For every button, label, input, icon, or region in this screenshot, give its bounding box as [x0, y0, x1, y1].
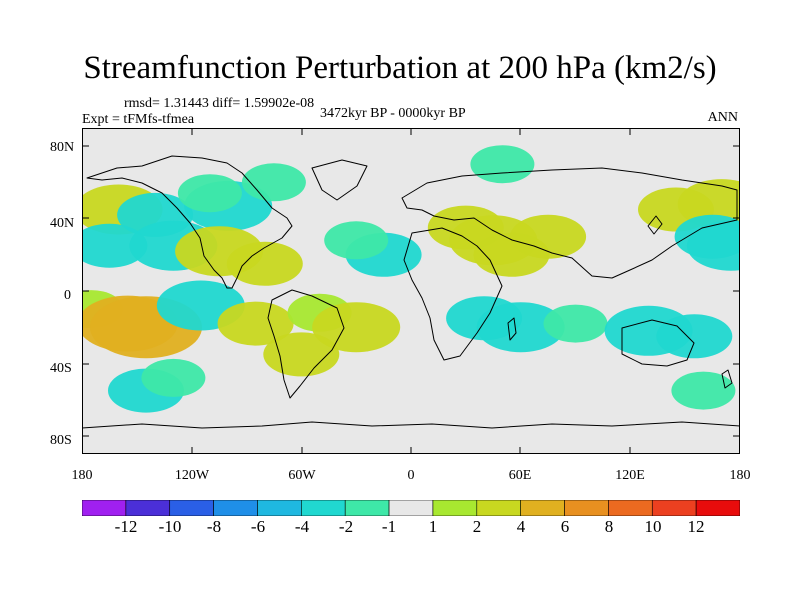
x-tick-label: 0 — [407, 468, 415, 483]
season-label: ANN — [707, 110, 738, 125]
colorbar-swatch — [82, 500, 127, 516]
colorbar-swatch — [213, 500, 258, 516]
madagascar-coast — [507, 317, 517, 341]
anomaly-contour — [241, 163, 306, 202]
x-tick-label: 120W — [174, 468, 210, 483]
colorbar-label: -6 — [250, 517, 266, 536]
anomaly-contour — [470, 145, 535, 184]
anomaly-contour — [312, 302, 401, 353]
new-zealand-coast — [721, 369, 733, 389]
colorbar-label: 6 — [560, 517, 570, 536]
x-tick-label: 180 — [729, 468, 751, 483]
colorbar-swatch — [344, 500, 390, 516]
australia-coast — [621, 319, 695, 367]
colorbar-swatch — [257, 500, 302, 516]
colorbar-swatch — [301, 500, 346, 516]
anomaly-contour — [686, 220, 740, 271]
japan-coast — [647, 215, 663, 235]
anomaly-contour — [543, 304, 608, 343]
x-tick-label: 60E — [508, 468, 532, 483]
map-frame — [82, 128, 740, 454]
y-tick-label: 80S — [50, 433, 72, 448]
colorbar-swatch — [564, 500, 609, 516]
axis-ticks — [82, 128, 740, 454]
x-tick-label: 60W — [288, 468, 316, 483]
colorbar-label: 2 — [472, 517, 482, 536]
colorbar-swatch — [388, 500, 434, 516]
anomaly-contour — [324, 221, 389, 260]
anomaly-contour — [263, 332, 340, 377]
stats-text: rmsd= 1.31443 diff= 1.59902e-08 — [124, 96, 315, 111]
colorbar-label: -2 — [338, 517, 354, 536]
x-tick-label: 180 — [71, 468, 93, 483]
experiment-label: Expt = tFMfs-tfmea — [82, 112, 195, 127]
colorbar-label: 1 — [428, 517, 438, 536]
colorbar-swatch — [695, 500, 740, 516]
colorbar-swatch — [432, 500, 478, 516]
colorbar — [82, 500, 740, 516]
colorbar-label: -1 — [381, 517, 397, 536]
south-america-coast — [267, 289, 345, 399]
colorbar-swatch — [125, 500, 171, 516]
africa-coast — [403, 227, 503, 361]
y-tick-label: 40N — [50, 216, 75, 231]
anomaly-contour — [671, 371, 736, 410]
anomaly-contour — [141, 358, 206, 397]
colorbar-label: 4 — [516, 517, 526, 536]
colorbar-swatch — [520, 500, 565, 516]
anomaly-contour — [217, 301, 294, 346]
colorbar-label: -10 — [158, 517, 182, 536]
anomaly-contour — [476, 302, 565, 353]
anomaly-contour — [82, 223, 148, 268]
x-tick-label: 120E — [615, 468, 645, 483]
colorbar-label: -8 — [206, 517, 222, 536]
anomaly-contour — [656, 314, 733, 359]
y-tick-label: 40S — [50, 361, 72, 376]
colorbar-label: 10 — [644, 517, 662, 536]
north-america-coast — [86, 155, 293, 289]
y-tick-label: 0 — [64, 288, 71, 303]
map-panel — [82, 128, 740, 454]
colorbar-swatch — [169, 500, 214, 516]
colorbar-label: 8 — [604, 517, 614, 536]
coastlines — [82, 155, 740, 429]
colorbar-swatch — [608, 500, 653, 516]
map-title: Streamfunction Perturbation at 200 hPa (… — [83, 50, 717, 86]
period-label: 3472kyr BP - 0000kyr BP — [320, 106, 466, 121]
anomaly-contour — [510, 214, 587, 259]
anomaly-contour — [226, 241, 303, 286]
colorbar-label: -4 — [294, 517, 310, 536]
greenland-coast — [311, 159, 368, 201]
colorbar-label: -12 — [114, 517, 138, 536]
colorbar-label: 12 — [687, 517, 705, 536]
anomaly-contour — [177, 174, 242, 213]
eurasia-coast — [401, 167, 738, 279]
colorbar-swatch — [476, 500, 521, 516]
colorbar-swatch — [651, 500, 697, 516]
y-tick-label: 80N — [50, 140, 75, 155]
antarctica-coast — [82, 421, 740, 429]
